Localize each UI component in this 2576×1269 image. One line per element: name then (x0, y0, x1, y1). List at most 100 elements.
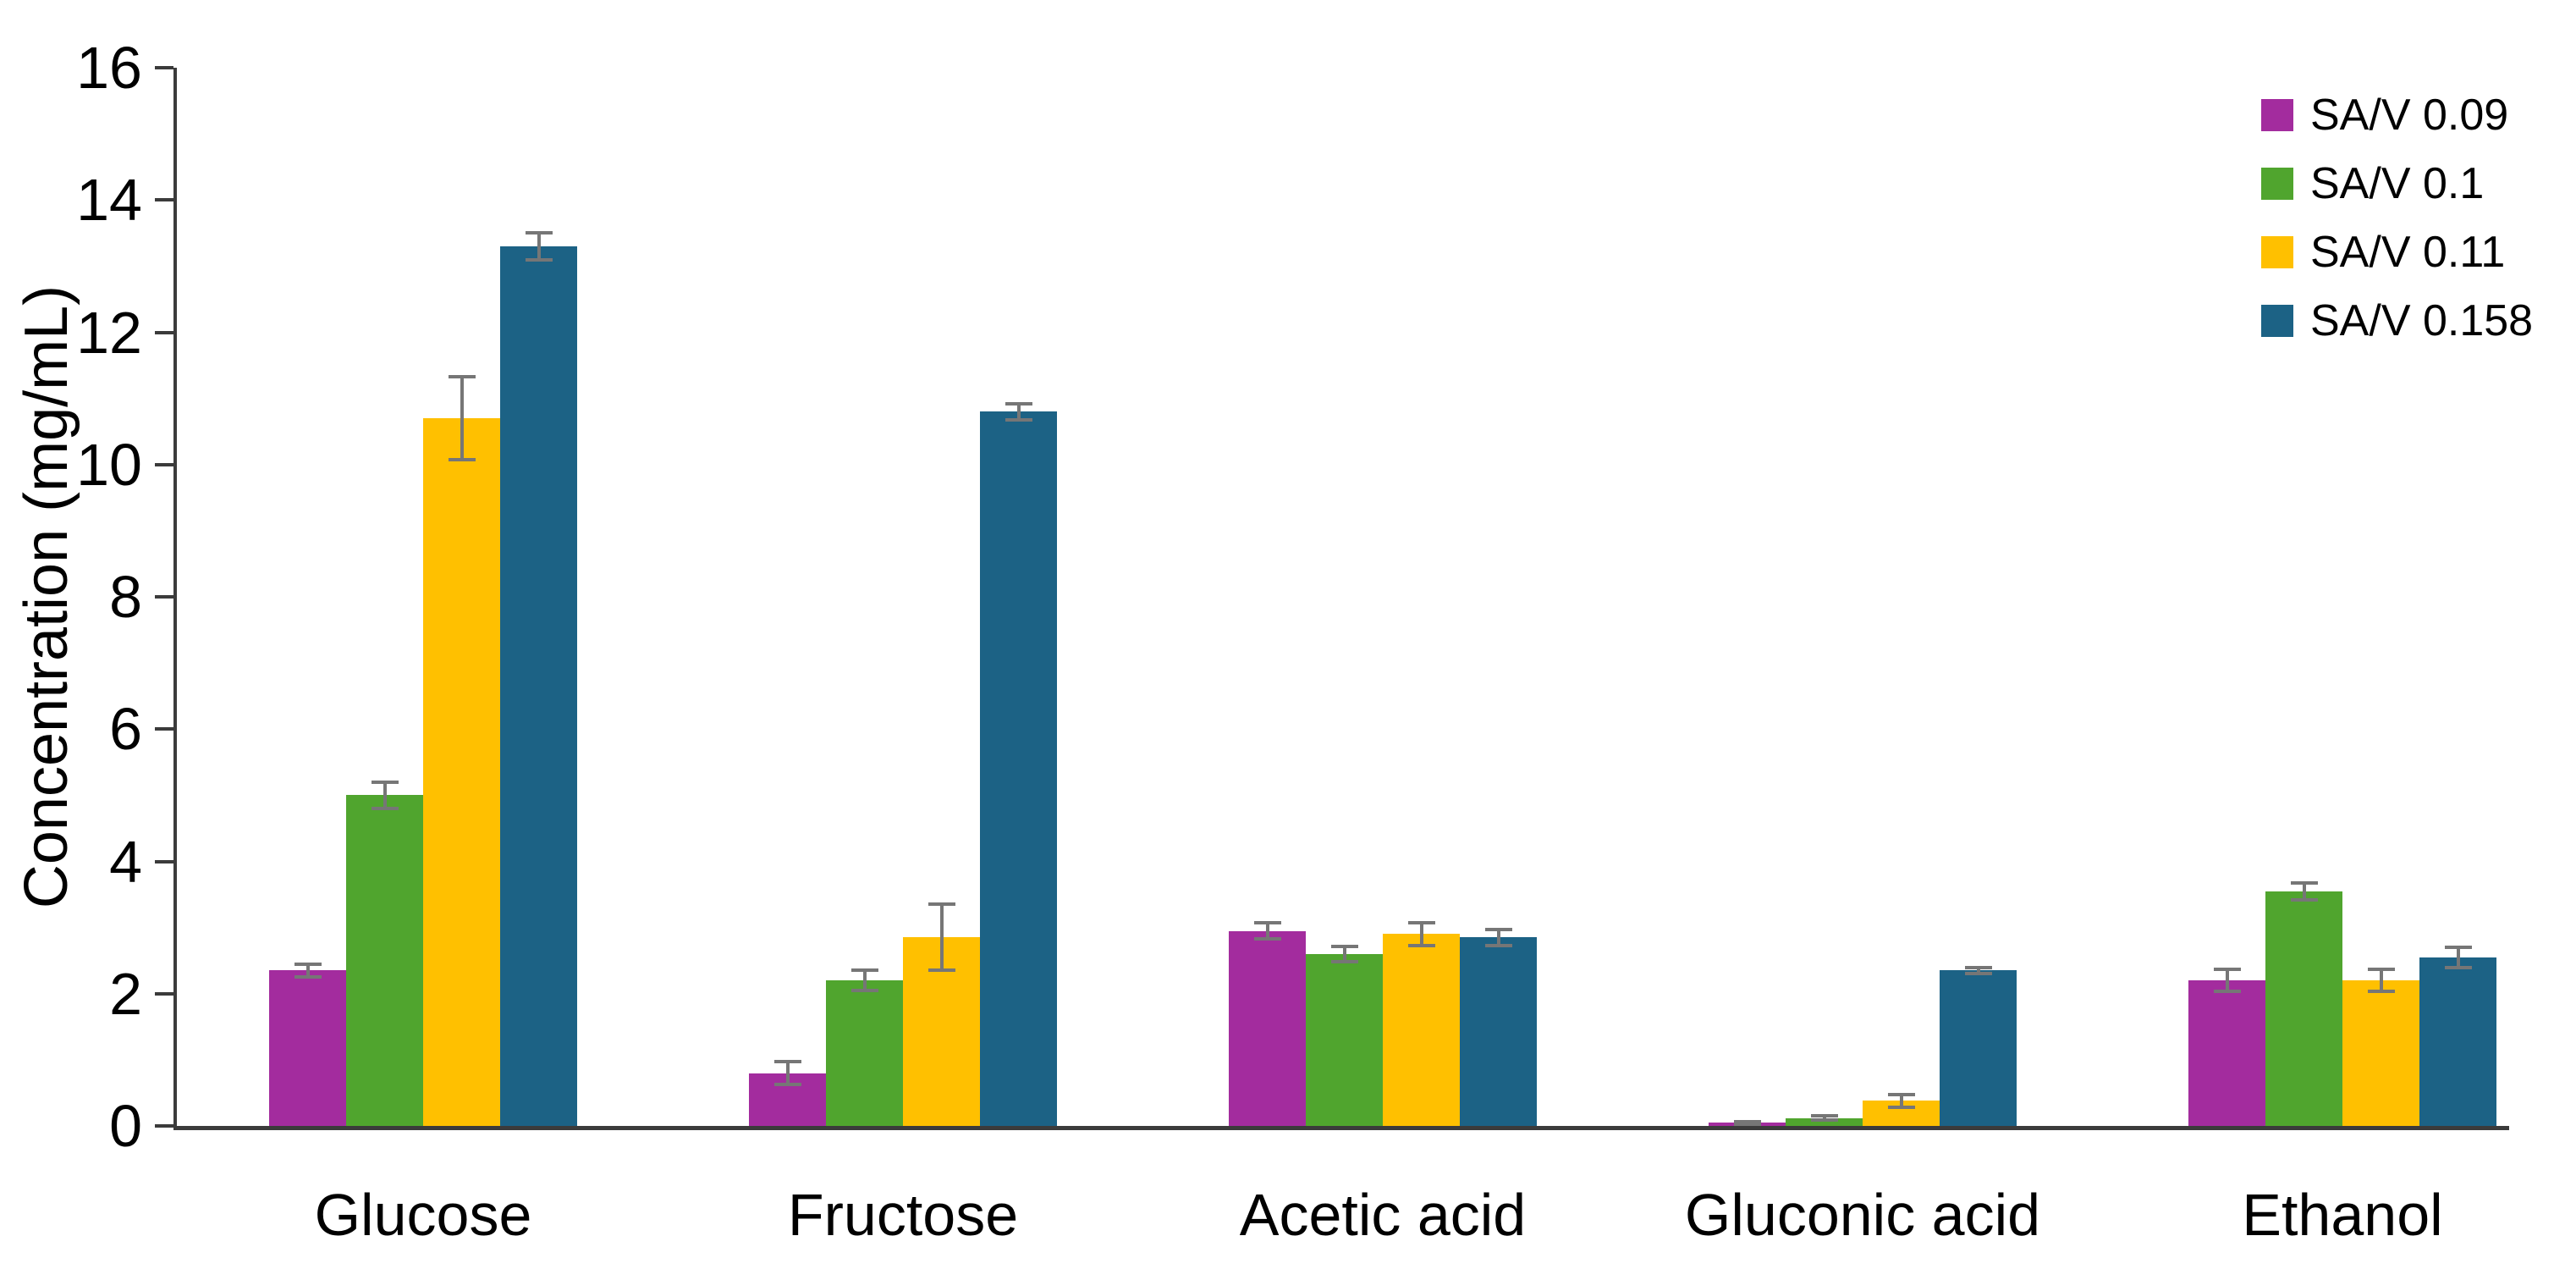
error-bar-cap-bottom (1964, 972, 1992, 976)
error-bar (537, 233, 541, 260)
bar-SAV0.158-acetic-acid (1460, 937, 1537, 1126)
legend-item-SAV0.1: SA/V 0.1 (2261, 158, 2484, 209)
error-bar (1342, 946, 1346, 963)
y-tick-mark (155, 991, 173, 996)
y-tick-mark (155, 462, 173, 466)
error-bar-cap-top (525, 231, 553, 235)
bar-SAV0.1-fructose (826, 980, 903, 1126)
x-axis-line (173, 1126, 2509, 1130)
bar-SAV0.11-ethanol (2342, 980, 2419, 1126)
bar-SAV0.1-acetic-acid (1306, 953, 1383, 1126)
error-bar (1419, 923, 1423, 946)
y-tick-label: 12 (76, 299, 142, 366)
error-bar-cap-top (1005, 401, 1032, 406)
error-bar-cap-bottom (448, 458, 476, 462)
error-bar-cap-bottom (1253, 936, 1281, 941)
error-bar-cap-bottom (294, 975, 322, 979)
error-bar (1976, 967, 1980, 974)
error-bar-cap-top (1407, 921, 1435, 925)
error-bar-cap-bottom (1810, 1117, 1838, 1122)
y-tick-mark (155, 727, 173, 731)
y-tick-label: 16 (76, 35, 142, 101)
error-bar-cap-bottom (2444, 965, 2472, 969)
error-bar (1899, 1094, 1903, 1108)
error-bar-cap-bottom (2213, 990, 2241, 994)
x-axis-label-ethanol: Ethanol (2242, 1182, 2443, 1248)
y-tick-label: 10 (76, 431, 142, 498)
bar-SAV0.158-gluconic-acid (1940, 970, 2017, 1126)
error-bar-cap-top (1887, 1092, 1915, 1096)
bar-SAV0.11-glucose (423, 418, 500, 1126)
bar-SAV0.11-acetic-acid (1383, 934, 1460, 1126)
error-bar-cap-top (1810, 1114, 1838, 1118)
bar-SAV0.158-fructose (980, 411, 1057, 1126)
error-bar-cap-top (2290, 880, 2318, 885)
y-tick-mark (155, 859, 173, 863)
legend-swatch-icon (2261, 99, 2293, 131)
bar-SAV0.1-ethanol (2265, 891, 2342, 1126)
legend-swatch-icon (2261, 305, 2293, 337)
error-bar-cap-bottom (773, 1082, 801, 1086)
error-bar (460, 376, 464, 461)
y-tick-mark (155, 66, 173, 69)
error-bar (2225, 968, 2229, 992)
bar-SAV0.158-glucose (500, 246, 577, 1126)
bar-SAV0.1-gluconic-acid (1786, 1117, 1863, 1126)
error-bar-cap-top (371, 780, 399, 784)
legend-item-SAV0.11: SA/V 0.11 (2261, 227, 2505, 278)
error-bar-cap-bottom (2290, 897, 2318, 902)
error-bar-cap-top (294, 962, 322, 966)
error-bar (939, 904, 944, 971)
error-bar (1016, 403, 1021, 420)
x-axis-label-acetic-acid: Acetic acid (1239, 1182, 1527, 1248)
x-axis-label-fructose: Fructose (787, 1182, 1019, 1248)
y-axis-line (173, 68, 177, 1129)
legend-label: SA/V 0.09 (2310, 91, 2509, 140)
y-tick-label: 14 (76, 167, 142, 234)
y-tick-mark (155, 330, 173, 334)
error-bar-cap-bottom (1484, 943, 1512, 947)
error-bar-cap-top (448, 374, 476, 378)
error-bar-cap-bottom (1407, 943, 1435, 947)
error-bar-cap-top (1733, 1119, 1761, 1123)
error-bar (2379, 968, 2383, 992)
y-tick-label: 0 (109, 1093, 142, 1159)
error-bar (383, 781, 387, 808)
error-bar (862, 970, 867, 990)
error-bar-cap-bottom (1005, 417, 1032, 422)
error-bar-cap-bottom (2367, 990, 2395, 994)
legend-label: SA/V 0.11 (2310, 228, 2506, 277)
y-tick-label: 2 (109, 960, 142, 1027)
error-bar-cap-bottom (1887, 1106, 1915, 1110)
error-bar-cap-top (1964, 965, 1992, 969)
y-tick-mark (155, 595, 173, 599)
error-bar (2456, 947, 2460, 968)
error-bar-cap-top (2367, 967, 2395, 971)
error-bar-cap-bottom (525, 257, 553, 262)
error-bar (305, 963, 310, 978)
bar-SAV0.1-glucose (346, 795, 423, 1126)
error-bar (2302, 882, 2306, 900)
error-bar (1496, 929, 1500, 946)
y-tick-label: 8 (109, 564, 142, 630)
error-bar-cap-top (2213, 967, 2241, 971)
legend-swatch-icon (2261, 168, 2293, 200)
bar-SAV0.158-ethanol (2419, 957, 2496, 1126)
legend-label: SA/V 0.158 (2310, 296, 2534, 345)
legend-item-SAV0.158: SA/V 0.158 (2261, 295, 2533, 346)
error-bar-cap-top (927, 902, 955, 907)
x-axis-label-gluconic-acid: Gluconic acid (1684, 1182, 2041, 1248)
bar-SAV0.09-ethanol (2188, 980, 2265, 1126)
error-bar-cap-top (1484, 927, 1512, 931)
error-bar (1265, 923, 1269, 939)
y-tick-mark (155, 198, 173, 202)
bar-SAV0.09-acetic-acid (1229, 930, 1306, 1126)
error-bar-cap-bottom (850, 988, 878, 992)
error-bar-cap-bottom (371, 807, 399, 810)
legend-swatch-icon (2261, 236, 2293, 268)
error-bar-cap-top (850, 968, 878, 973)
y-tick-mark (155, 1124, 173, 1128)
error-bar (785, 1062, 790, 1084)
legend-item-SAV0.09: SA/V 0.09 (2261, 90, 2508, 141)
